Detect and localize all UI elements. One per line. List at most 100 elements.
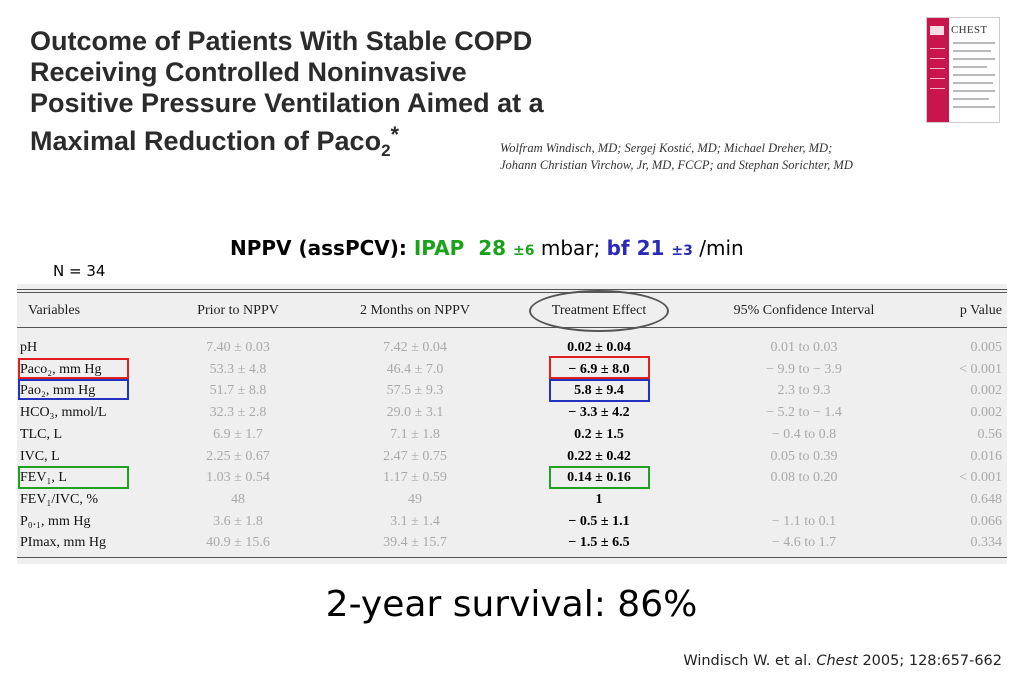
table-cell-prior: 3.6 ± 1.8 (213, 514, 263, 529)
table-cell-after: 29.0 ± 3.1 (386, 405, 444, 420)
table-cell-after: 49 (408, 492, 422, 507)
sample-size: N = 34 (53, 262, 106, 280)
authors-line-1: Wolfram Windisch, MD; Sergej Kostić, MD;… (500, 141, 833, 155)
header-variables: Variables (28, 303, 81, 318)
cover-text-line (953, 66, 987, 68)
cover-text-line (953, 50, 991, 52)
paco2-variable-highlight (18, 358, 129, 379)
cover-spine-line (930, 68, 945, 69)
table-cell-var: Paco₂, mm Hg (20, 362, 102, 377)
title-subscript: 2 (381, 141, 391, 160)
table-cell-effect: − 1.5 ± 6.5 (568, 535, 630, 550)
citation-details: 2005; 128:657-662 (857, 653, 1002, 669)
journal-cover-image: CHEST (926, 17, 1000, 123)
bf-label: bf (606, 236, 630, 260)
ipap-sd: ±6 (513, 243, 535, 259)
table-cell-effect: 0.14 ± 0.16 (567, 470, 631, 485)
table-cell-after: 46.4 ± 7.0 (386, 362, 444, 377)
table-cell-p: 0.066 (970, 514, 1003, 529)
table-cell-effect: − 3.3 ± 4.2 (568, 405, 630, 420)
paco2-effect-highlight (549, 356, 650, 379)
table-top-rule (17, 289, 1007, 290)
table-cell-effect: − 6.9 ± 8.0 (568, 362, 630, 377)
table-cell-p: 0.002 (970, 405, 1003, 420)
cover-text-line (953, 106, 995, 108)
table-cell-ci: − 5.2 to − 1.4 (766, 405, 842, 420)
table-cell-after: 1.17 ± 0.59 (383, 470, 447, 485)
table-cell-p: < 0.001 (959, 362, 1002, 377)
title-line-2: Receiving Controlled Noninvasive (30, 57, 467, 87)
table-cell-effect: 0.2 ± 1.5 (574, 427, 624, 442)
citation-authors: Windisch W. et al. (683, 653, 817, 669)
authors-line-2: Johann Christian Virchow, Jr, MD, FCCP; … (500, 158, 853, 172)
table-cell-after: 7.1 ± 1.8 (390, 427, 440, 442)
table-cell-after: 7.42 ± 0.04 (383, 340, 447, 355)
header-after: 2 Months on NPPV (359, 303, 471, 318)
table-cell-p: 0.334 (970, 535, 1003, 550)
cover-text-line (953, 42, 995, 44)
table-cell-ci: 0.08 to 0.20 (770, 470, 838, 485)
table-cell-p: < 0.001 (959, 470, 1002, 485)
cover-text-line (953, 58, 995, 60)
table-cell-after: 3.1 ± 1.4 (390, 514, 440, 529)
cover-spine-line (930, 58, 945, 59)
table-cell-after: 2.47 ± 0.75 (383, 449, 447, 464)
results-table: Variables Prior to NPPV 2 Months on NPPV… (17, 284, 1007, 564)
table-cell-effect: 0.22 ± 0.42 (567, 449, 631, 464)
table-cell-p: 0.016 (970, 449, 1003, 464)
table-cell-var: PImax, mm Hg (20, 535, 106, 550)
table-cell-after: 57.5 ± 9.3 (386, 383, 444, 398)
journal-cover-emblem (930, 26, 944, 35)
survival-statement: 2-year survival: 86% (325, 584, 698, 625)
table-cell-p: 0.648 (970, 492, 1003, 507)
title-line-1: Outcome of Patients With Stable COPD (30, 26, 533, 56)
cover-text-line (953, 74, 995, 76)
table-cell-effect: 0.02 ± 0.04 (567, 340, 631, 355)
title-line-4: Maximal Reduction of Paco2* (30, 119, 630, 166)
bf-value: 21 (636, 236, 665, 260)
table-cell-after: 39.4 ± 15.7 (383, 535, 447, 550)
table-cell-var: IVC, L (20, 449, 60, 464)
cover-text-line (953, 90, 995, 92)
table-top-rule-2 (17, 292, 1007, 293)
table-cell-prior: 40.9 ± 15.6 (206, 535, 270, 550)
pao2-variable-highlight (18, 379, 129, 400)
table-cell-p: 0.56 (977, 427, 1003, 442)
cover-spine-line (930, 78, 945, 79)
table-cell-prior: 53.3 ± 4.8 (209, 362, 267, 377)
citation-journal: Chest (816, 653, 858, 669)
title-line-3: Positive Pressure Ventilation Aimed at a (30, 88, 544, 118)
table-cell-ci: 2.3 to 9.3 (777, 383, 831, 398)
journal-cover-spine (927, 18, 949, 122)
table-cell-ci: − 4.6 to 1.7 (771, 535, 837, 550)
nppv-settings: NPPV (assPCV): IPAP 28 ±6 mbar; bf 21 ±3… (230, 236, 744, 260)
table-cell-var: FEV₁, L (20, 470, 67, 485)
journal-cover-logo: CHEST (951, 24, 988, 36)
table-cell-var: Pao₂, mm Hg (20, 383, 96, 398)
table-cell-effect: − 0.5 ± 1.1 (568, 514, 630, 529)
header-p-value: p Value (959, 303, 1002, 318)
table-cell-var: FEV₁/IVC, % (20, 492, 98, 507)
table-cell-p: 0.005 (970, 340, 1003, 355)
table-cell-var: TLC, L (20, 427, 62, 442)
header-confidence-interval: 95% Confidence Interval (733, 303, 875, 318)
table-cell-var: HCO₃, mmol/L (20, 405, 107, 420)
title-line-4-main: Maximal Reduction of Paco (30, 126, 382, 156)
table-cell-prior: 7.40 ± 0.03 (206, 340, 270, 355)
ipap-value: 28 (478, 236, 507, 260)
ipap-label: IPAP (413, 236, 465, 260)
table-cell-ci: 0.05 to 0.39 (770, 449, 838, 464)
pao2-effect-highlight (549, 379, 650, 402)
citation: Windisch W. et al. Chest 2005; 128:657-6… (683, 653, 1002, 669)
slide-title: Outcome of Patients With Stable COPD Rec… (30, 26, 630, 166)
cover-text-line (953, 82, 993, 84)
cover-spine-line (930, 88, 945, 89)
table-cell-effect: 1 (595, 492, 603, 507)
table-cell-var: P₀.₁, mm Hg (20, 514, 91, 529)
cover-text-line (953, 98, 989, 100)
table-bottom-rule (17, 557, 1007, 558)
table-cell-effect: 5.8 ± 9.4 (574, 383, 624, 398)
table-cell-prior: 2.25 ± 0.67 (206, 449, 270, 464)
table-cell-prior: 51.7 ± 8.8 (209, 383, 267, 398)
title-asterisk: * (390, 122, 400, 147)
